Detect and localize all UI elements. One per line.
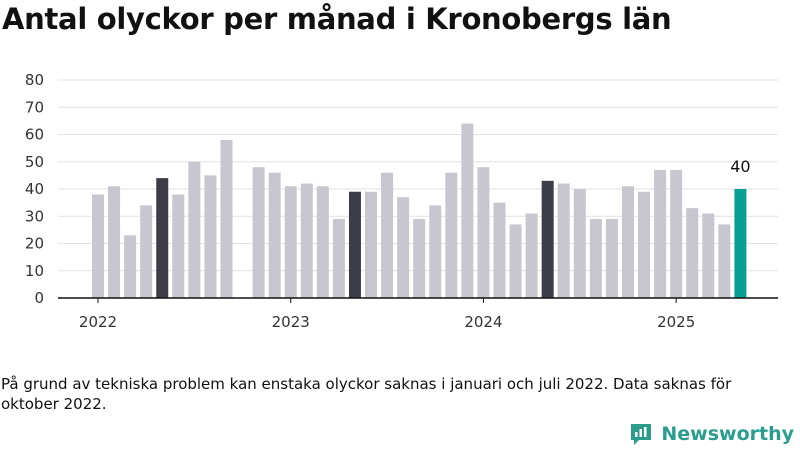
bar-2024-01 [477,167,490,298]
bar-2023-10 [429,205,442,298]
bar-2023-07 [381,172,394,298]
y-tick-label: 60 [25,126,44,144]
bar-2022-02 [108,186,121,298]
y-tick-label: 0 [34,289,44,307]
bar-2025-05 [734,189,747,298]
bar-2022-07 [188,161,201,298]
x-axis [58,297,778,303]
bar-2024-10 [621,186,634,298]
bar-2024-12 [654,169,667,298]
y-tick-label: 30 [25,207,44,225]
bar-2023-05 [348,191,361,298]
bar-2024-06 [557,183,570,298]
bar-2022-11 [252,167,265,298]
x-tick-label: 2023 [272,313,310,331]
bar-2024-05 [541,180,554,298]
x-tick-label: 2022 [79,313,117,331]
y-tick-label: 10 [25,262,44,280]
bar-2023-04 [332,218,345,298]
bar-2023-09 [413,218,426,298]
brand-logo: Newsworthy [629,420,794,448]
bar-2023-02 [300,183,313,298]
bar-2022-08 [204,175,217,298]
x-tick-label: 2024 [464,313,502,331]
y-tick-label: 40 [25,180,44,198]
newsworthy-logo-icon [631,424,652,445]
bar-2023-11 [445,172,458,298]
data-label-2025-05: 40 [730,157,750,176]
bar-2024-08 [589,218,602,298]
chart-title: Antal olyckor per månad i Kronobergs län [2,2,672,36]
y-tick-label: 20 [25,235,44,253]
bar-2025-03 [702,213,715,298]
bar-2023-01 [284,186,297,298]
footnote: På grund av tekniska problem kan enstaka… [1,375,732,413]
bar-2022-06 [172,194,185,298]
bar-2023-06 [365,191,378,298]
data-labels: 40 [730,157,750,176]
bar-2024-03 [509,224,522,298]
bars [92,123,747,298]
bar-2025-04 [718,224,731,298]
bar-2023-12 [461,123,474,298]
bar-2024-07 [573,189,586,298]
bar-2025-01 [670,169,683,298]
bar-2024-11 [638,191,651,298]
bar-2022-03 [124,235,137,298]
bar-2022-05 [156,178,169,298]
bar-2024-04 [525,213,538,298]
bar-2023-08 [397,197,410,298]
brand-name: Newsworthy [661,423,794,445]
bar-2022-01 [92,194,104,298]
y-axis-tick-labels: 0 10 20 30 40 50 60 70 80 [25,71,44,307]
bar-2022-09 [220,139,233,298]
x-tick-label: 2025 [657,313,695,331]
bar-2022-12 [268,172,281,298]
bar-chart: 0 10 20 30 40 50 60 70 80 2022 2023 2024 2025 40 [25,71,778,331]
x-axis-tick-labels: 2022 2023 2024 2025 [79,313,695,331]
y-tick-label: 80 [25,71,44,89]
bar-2022-04 [140,205,153,298]
bar-2024-02 [493,202,506,298]
y-tick-label: 70 [25,98,44,116]
bar-2025-02 [686,208,699,298]
bar-2023-03 [316,186,329,298]
y-tick-label: 50 [25,153,44,171]
bar-2024-09 [605,218,618,298]
